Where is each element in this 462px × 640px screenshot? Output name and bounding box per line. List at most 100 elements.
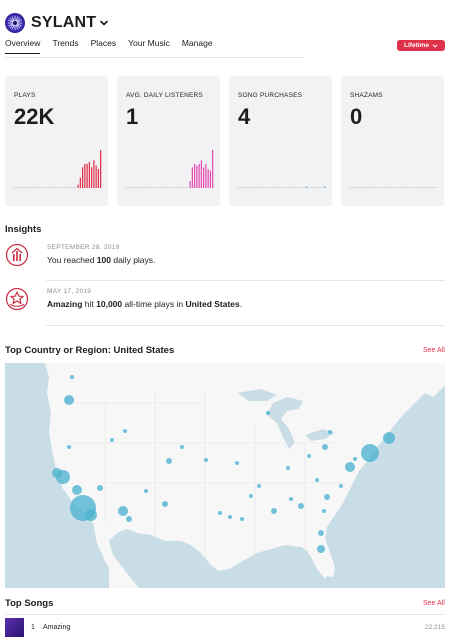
listener-dot [328,430,332,434]
sparkline-baseline-tick [317,187,319,188]
sparkline-baseline-tick [180,187,182,188]
tab-trends[interactable]: Trends [52,38,79,48]
song-plays: 22,215 [425,624,445,631]
stat-card-shazams[interactable]: SHAZAMS 0 [341,76,444,206]
sparkle-avatar-icon [7,15,23,31]
sparkline-baseline-tick [57,187,59,188]
tab-your-music[interactable]: Your Music [128,38,170,48]
sparkline-bar [79,177,81,188]
listener-dot [56,470,70,484]
sparkline-baseline-tick [41,187,43,188]
map-dots [52,375,395,553]
sparkline-baseline-tick [408,187,410,188]
sparkline-chart [126,150,214,188]
time-filter-dropdown[interactable]: Lifetime [397,40,445,51]
sparkline-baseline-tick [354,187,356,188]
song-rank: 1 [31,624,35,631]
listener-dot [249,494,253,498]
sparkline-baseline-tick [61,187,63,188]
sparkline-baseline-tick [151,187,153,188]
sparkline-baseline-tick [249,187,251,188]
stat-label: SONG PURCHASES [238,92,303,99]
listener-dot [180,445,184,449]
sparkline-bar [100,150,102,188]
sparkline-baseline-tick [350,187,352,188]
nav-tabs: Overview Trends Places Your Music Manage [5,38,225,54]
stat-card-listeners[interactable]: AVG. DAILY LISTENERS 1 [117,76,220,206]
listener-dot [70,375,74,379]
sparkline-baseline-tick [54,187,56,188]
sparkline-baseline-tick [384,187,386,188]
sparkline-baseline-tick [296,187,298,188]
song-artwork [5,618,24,637]
listener-dot [162,501,168,507]
sparkline-baseline-tick [370,187,372,188]
sparkline-baseline-tick [68,187,70,188]
stat-card-plays[interactable]: PLAYS 22K [5,76,108,206]
sparkline-baseline-tick [292,187,294,188]
sparkline-baseline-tick [34,187,36,188]
listener-dot [322,509,326,513]
sparkline-baseline-tick [406,187,408,188]
top-songs-title: Top Songs [5,598,54,609]
sparkline-baseline-tick [276,187,278,188]
listener-dot [144,489,148,493]
insight-divider [46,280,445,281]
sparkline-baseline-tick [404,187,406,188]
sparkline-bar [212,150,214,188]
sparkline-bar [81,167,84,188]
sparkline-baseline-tick [142,187,144,188]
sparkline-bar [324,186,326,188]
see-all-link[interactable]: See All [423,600,445,607]
stat-card-purchases[interactable]: SONG PURCHASES 4 [229,76,332,206]
song-row[interactable]: 1 Amazing 22,215 [5,616,445,638]
sparkline-baseline-tick [278,187,280,188]
listener-dot [345,462,355,472]
stat-value: 22K [14,104,55,129]
listener-dot [353,457,357,461]
sparkline-bar [97,169,100,188]
tab-places[interactable]: Places [90,38,117,48]
stat-value: 0 [350,104,363,129]
stat-label: AVG. DAILY LISTENERS [126,92,203,99]
sparkline-baseline-tick [388,187,390,188]
sparkline-baseline-tick [361,187,363,188]
listener-dot [126,516,132,522]
sparkline-bar [189,181,191,188]
listener-dot [204,458,208,462]
sparkline-baseline-tick [415,187,417,188]
sparkline-baseline-tick [153,187,155,188]
stat-value: 4 [238,104,251,129]
tab-manage[interactable]: Manage [181,38,213,48]
sparkline-baseline-tick [155,187,157,188]
sparkline-baseline-tick [184,187,186,188]
sparkline-baseline-tick [238,187,240,188]
sparkline-bar [205,163,207,188]
gulf-of-mexico [185,553,323,588]
great-lakes-east [305,429,335,441]
sparkline-bar [84,163,86,188]
sparkline-baseline-tick [14,187,16,188]
sparkline-baseline-tick [375,187,377,188]
sparkline-baseline-tick [16,187,18,188]
artist-header[interactable]: SYLANT [5,12,109,34]
listener-dot [110,438,114,442]
insight-text: You reached 100 daily plays. [47,255,156,265]
sparkline-baseline-tick [267,187,269,188]
sparkline-baseline-tick [411,187,413,188]
listener-dot [324,494,330,500]
sparkline-baseline-tick [294,187,296,188]
sparkline-baseline-tick [18,187,20,188]
see-all-link[interactable]: See All [423,347,445,354]
sparkline-baseline-tick [299,187,301,188]
listener-dot [266,411,270,415]
listener-dot [361,444,379,462]
song-title: Amazing [43,624,71,631]
listener-map[interactable] [5,363,445,588]
star-badge-icon [5,287,29,311]
chevron-down-icon[interactable] [99,18,109,28]
songs-divider [5,614,445,615]
tab-overview[interactable]: Overview [5,38,41,54]
sparkline-bar [203,167,205,188]
sparkline-baseline-tick [399,187,401,188]
